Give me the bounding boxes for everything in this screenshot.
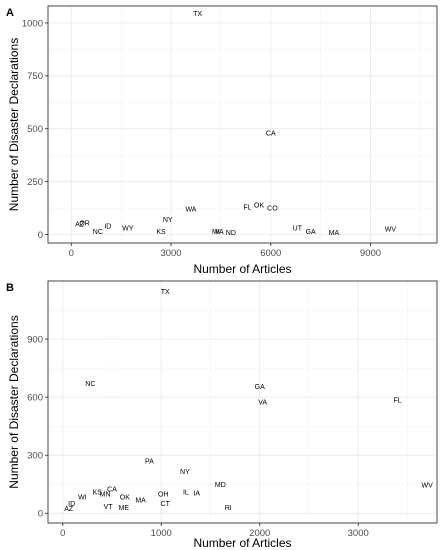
point-label-tx: TX xyxy=(161,289,170,296)
point-label-ks: KS xyxy=(93,490,103,497)
panel-b: 0 1000 2000 3000 0 300 600 900 TX NC GA VA FL PA NY MD W… xyxy=(6,280,438,550)
y-tick-label: 600 xyxy=(27,393,43,404)
point-label-ok: OK xyxy=(120,494,130,501)
point-label-ga: GA xyxy=(306,229,316,236)
point-label-fl: FL xyxy=(243,205,251,212)
panel-a: 0 3000 6000 9000 0 250 500 750 1000 TX CA FL OK CO WA N… xyxy=(6,5,438,276)
panel-letter: B xyxy=(6,282,14,294)
x-axis-title: Number of Articles xyxy=(193,262,291,276)
point-label-wv: WV xyxy=(422,483,434,490)
point-label-oh: OH xyxy=(158,491,169,498)
point-label-ny: NY xyxy=(180,469,190,476)
point-label-id: ID xyxy=(104,224,111,231)
x-tick-label: 0 xyxy=(69,248,74,259)
point-label-co: CO xyxy=(267,206,278,213)
point-label-pa: PA xyxy=(145,459,154,466)
plot-border xyxy=(47,280,438,524)
point-label-wv: WV xyxy=(385,227,397,234)
point-label-md: MD xyxy=(215,482,226,489)
point-label-wi: WI xyxy=(78,494,87,501)
plot-area xyxy=(48,281,437,523)
point-label-me: ME xyxy=(119,505,130,512)
x-tick-label: 2000 xyxy=(249,528,270,539)
point-label-ga: GA xyxy=(255,384,265,391)
point-label-ia: IA xyxy=(193,490,200,497)
point-label-nd: ND xyxy=(226,230,236,237)
point-label-wa: WA xyxy=(185,207,196,214)
point-label-va: VA xyxy=(258,400,267,407)
point-label-id: ID xyxy=(68,501,75,508)
point-label-ok: OK xyxy=(254,202,264,209)
plot-border xyxy=(47,5,438,244)
point-label-ut: UT xyxy=(293,226,303,233)
point-label-wy: WY xyxy=(122,226,134,233)
point-label-ks: KS xyxy=(156,229,166,236)
x-tick-label: 3000 xyxy=(160,248,181,259)
x-tick-label: 1000 xyxy=(151,528,172,539)
point-label-vt: VT xyxy=(104,504,114,511)
point-label-mi: MI xyxy=(212,229,220,236)
y-tick-label: 250 xyxy=(27,177,43,188)
point-label-az: AZ xyxy=(64,506,74,513)
y-axis-title: Number of Disaster Declarations xyxy=(7,38,21,211)
point-label-or: OR xyxy=(79,220,90,227)
point-label-ca: CA xyxy=(266,130,276,137)
point-label-ma: MA xyxy=(135,497,146,504)
point-label-ct: CT xyxy=(161,501,171,508)
point-label-va: VA xyxy=(215,229,224,236)
point-label-fl: FL xyxy=(394,398,402,405)
point-label-il: IL xyxy=(183,490,189,497)
x-tick-label: 0 xyxy=(60,528,65,539)
plot-area xyxy=(48,6,437,243)
x-tick-label: 9000 xyxy=(360,248,381,259)
y-tick-label: 1000 xyxy=(22,18,43,29)
point-label-mn: MN xyxy=(100,491,111,498)
point-label-nc: NC xyxy=(93,229,103,236)
y-tick-label: 500 xyxy=(27,124,43,135)
y-tick-label: 900 xyxy=(27,334,43,345)
panel-letter: A xyxy=(6,7,14,19)
y-tick-label: 750 xyxy=(27,71,43,82)
point-label-ny: NY xyxy=(163,217,173,224)
y-tick-label: 0 xyxy=(38,230,43,241)
y-axis-title: Number of Disaster Declarations xyxy=(7,315,21,488)
x-tick-label: 3000 xyxy=(348,528,369,539)
y-tick-label: 0 xyxy=(38,509,43,520)
x-tick-label: 6000 xyxy=(260,248,281,259)
point-label-ma: MA xyxy=(329,230,340,237)
point-label-tx: TX xyxy=(193,11,202,18)
point-label-az: AZ xyxy=(75,221,85,228)
point-label-ri: RI xyxy=(225,505,232,512)
x-axis-title: Number of Articles xyxy=(193,536,291,550)
point-label-nc: NC xyxy=(85,381,95,388)
point-label-ca: CA xyxy=(107,487,117,494)
y-tick-label: 300 xyxy=(27,451,43,462)
